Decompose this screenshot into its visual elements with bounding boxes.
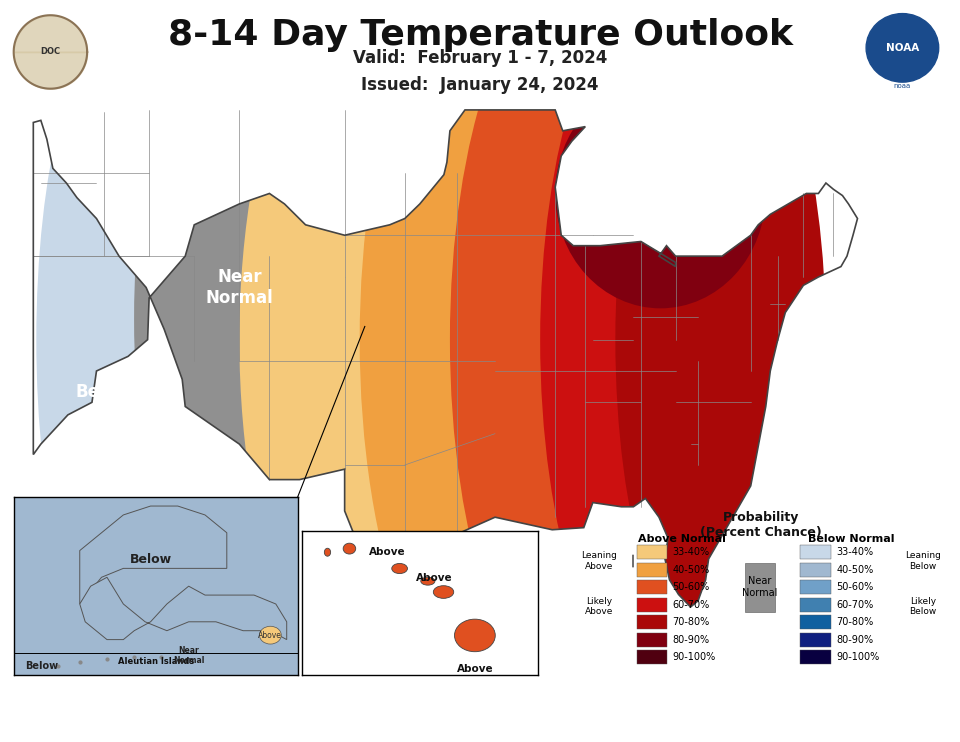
Text: Aleutian Islands: Aleutian Islands — [118, 657, 194, 666]
Bar — [801, 562, 831, 577]
Text: Near
Normal: Near Normal — [205, 268, 274, 307]
Ellipse shape — [615, 5, 826, 674]
Text: noaa: noaa — [894, 83, 911, 89]
Ellipse shape — [239, 0, 600, 742]
Text: 90-100%: 90-100% — [836, 652, 879, 663]
Text: 70-80%: 70-80% — [836, 617, 874, 627]
Text: Leaning
Above: Leaning Above — [581, 551, 616, 571]
Text: Leaning
Below: Leaning Below — [905, 551, 941, 571]
Text: 80-90%: 80-90% — [836, 634, 874, 645]
Text: NOAA: NOAA — [886, 43, 919, 53]
Text: 90-100%: 90-100% — [673, 652, 716, 663]
Ellipse shape — [454, 619, 495, 651]
Ellipse shape — [343, 543, 356, 554]
Bar — [636, 615, 667, 629]
Text: 60-70%: 60-70% — [836, 600, 874, 610]
Bar — [636, 562, 667, 577]
Ellipse shape — [360, 0, 660, 737]
Bar — [801, 598, 831, 612]
Circle shape — [866, 13, 939, 82]
Bar — [801, 615, 831, 629]
Text: Above: Above — [258, 631, 282, 640]
Text: 33-40%: 33-40% — [836, 548, 874, 557]
Text: 80-90%: 80-90% — [673, 634, 709, 645]
Polygon shape — [80, 506, 227, 604]
Ellipse shape — [36, 27, 202, 653]
Text: Likely
Below: Likely Below — [909, 597, 936, 617]
Text: Valid:  February 1 - 7, 2024: Valid: February 1 - 7, 2024 — [353, 49, 607, 67]
Ellipse shape — [555, 79, 766, 309]
Text: 60-70%: 60-70% — [673, 600, 709, 610]
Text: 50-60%: 50-60% — [673, 582, 709, 592]
Bar — [801, 633, 831, 647]
Text: 33-40%: 33-40% — [673, 548, 709, 557]
Ellipse shape — [134, 0, 345, 653]
Text: Above Normal: Above Normal — [637, 533, 726, 544]
Bar — [636, 633, 667, 647]
Text: Near
Normal: Near Normal — [173, 646, 204, 666]
PathPatch shape — [34, 110, 857, 607]
Bar — [801, 580, 831, 594]
Text: 40-50%: 40-50% — [673, 565, 709, 575]
Text: Above: Above — [370, 548, 406, 557]
Text: DOC: DOC — [40, 47, 60, 56]
Text: Above: Above — [457, 664, 493, 674]
Bar — [745, 562, 775, 612]
Text: Above: Above — [644, 195, 707, 213]
Bar — [636, 598, 667, 612]
Ellipse shape — [420, 577, 435, 585]
Bar — [636, 545, 667, 559]
Bar — [801, 545, 831, 559]
Bar — [801, 650, 831, 664]
Text: Likely
Above: Likely Above — [585, 597, 613, 617]
Ellipse shape — [540, 0, 780, 695]
Polygon shape — [80, 577, 287, 640]
Text: Below Normal: Below Normal — [807, 533, 894, 544]
Text: 70-80%: 70-80% — [673, 617, 709, 627]
Ellipse shape — [433, 585, 454, 598]
Ellipse shape — [324, 548, 330, 556]
Text: Near
Normal: Near Normal — [742, 577, 778, 598]
Bar — [636, 650, 667, 664]
Text: 50-60%: 50-60% — [836, 582, 874, 592]
Text: 40-50%: 40-50% — [836, 565, 874, 575]
Ellipse shape — [392, 563, 407, 574]
Text: Below: Below — [76, 383, 132, 401]
Text: Probability
(Percent Chance): Probability (Percent Chance) — [700, 511, 822, 539]
Text: Above: Above — [417, 573, 453, 582]
Text: 8-14 Day Temperature Outlook: 8-14 Day Temperature Outlook — [167, 18, 793, 52]
Ellipse shape — [259, 626, 281, 644]
Text: Below: Below — [25, 661, 59, 671]
Ellipse shape — [450, 0, 721, 715]
Text: Below: Below — [130, 553, 172, 566]
Bar — [636, 580, 667, 594]
Text: Issued:  January 24, 2024: Issued: January 24, 2024 — [361, 76, 599, 93]
